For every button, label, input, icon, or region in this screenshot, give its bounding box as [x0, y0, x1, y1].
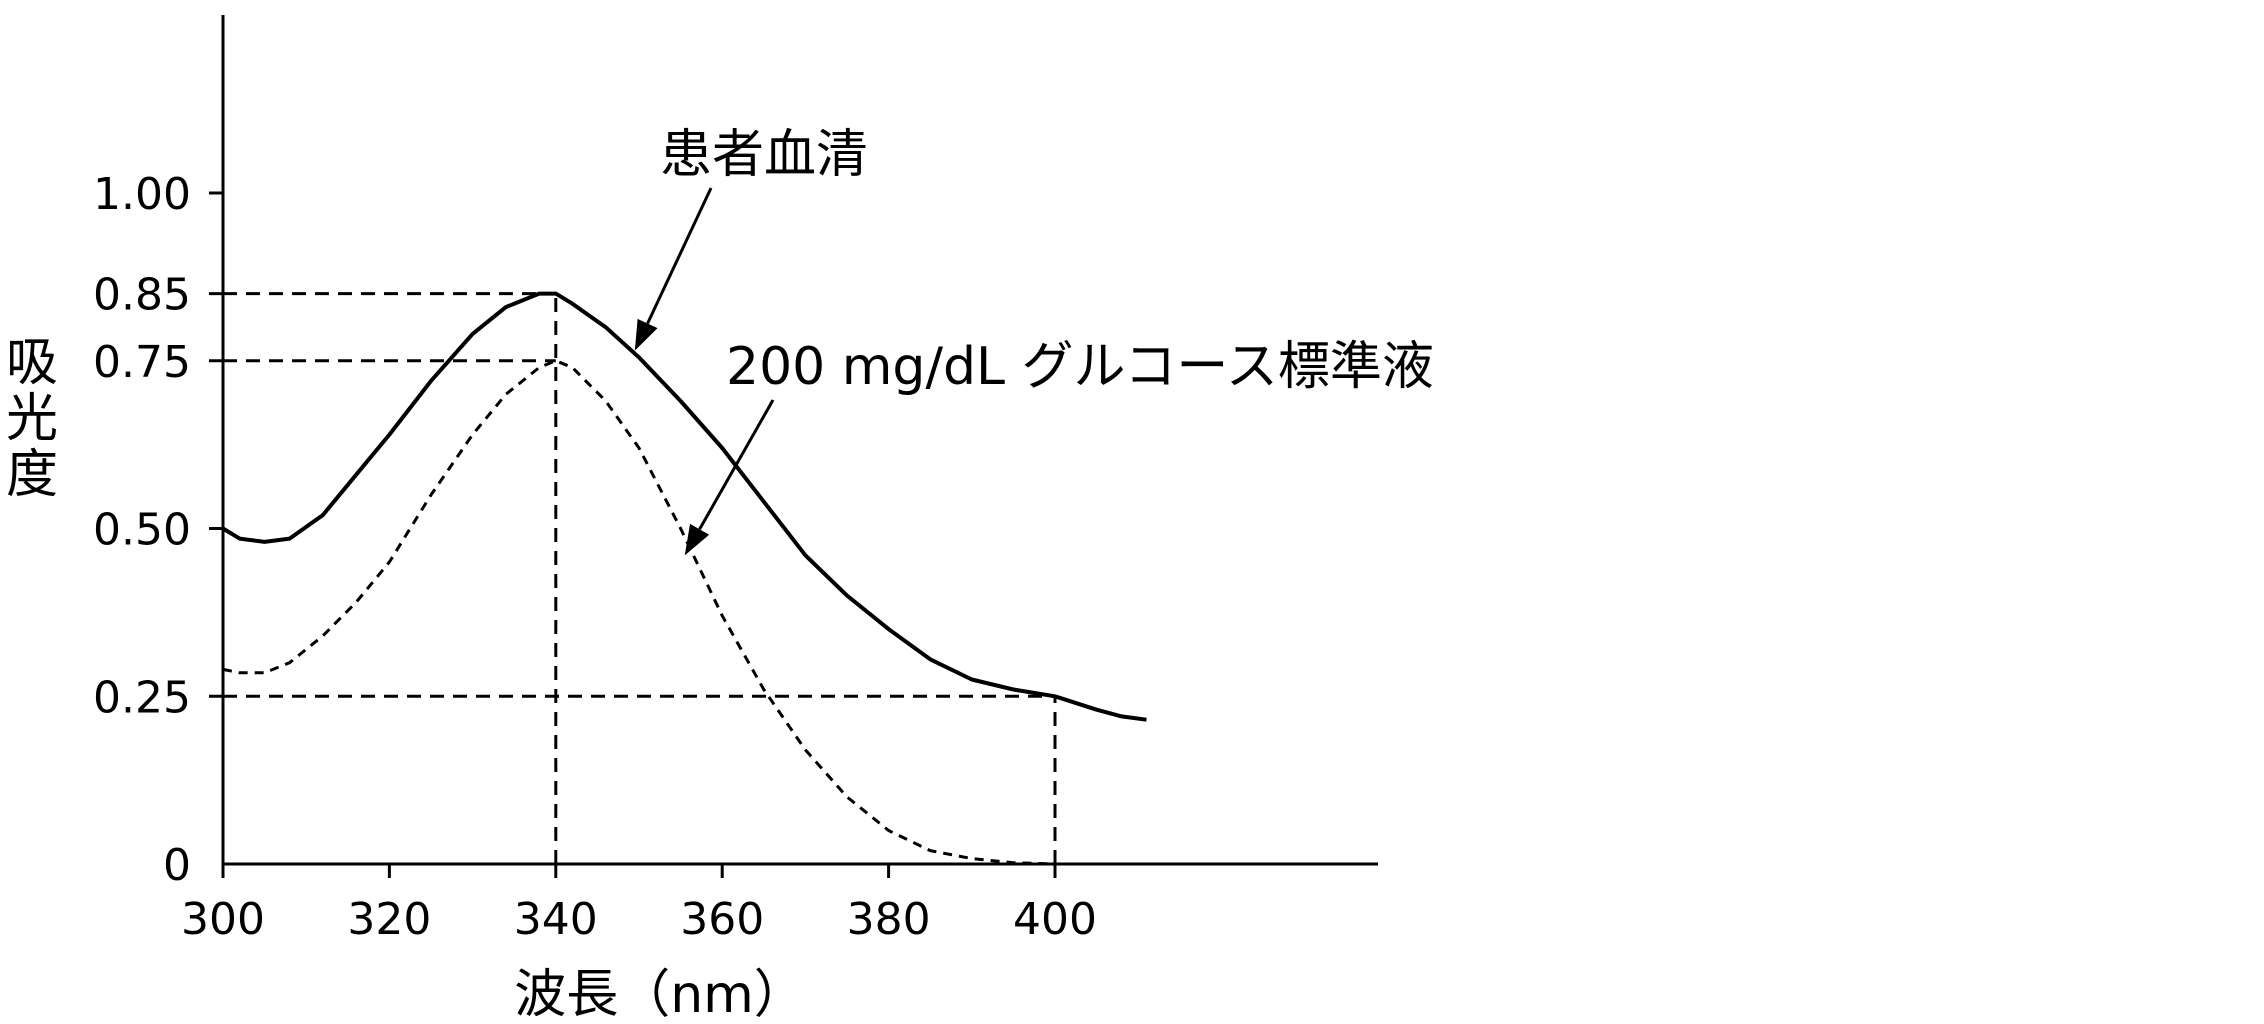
series-label-0: 患者血清 — [660, 125, 868, 185]
x-tick-label: 360 — [680, 894, 764, 945]
arrow-head-icon — [634, 318, 658, 351]
series-lines — [221, 291, 1147, 866]
arrow-head-icon — [684, 523, 710, 556]
reference-lines — [223, 292, 1057, 864]
y-tick-label: 0 — [163, 840, 191, 891]
annotations: 患者血清 200 mg/dL グルコース標準液 — [634, 125, 1434, 556]
x-tick-label: 400 — [1013, 894, 1097, 945]
y-tick-label: 0.25 — [93, 672, 191, 723]
axes — [209, 15, 1378, 878]
arrow-line — [646, 187, 713, 325]
y-tick-label: 1.00 — [93, 169, 191, 220]
series-line-1 — [222, 359, 1056, 866]
x-axis-label: 波長（nm） — [514, 965, 806, 1024]
x-tick-label: 380 — [847, 894, 931, 945]
y-axis-label: 吸光度 — [6, 333, 58, 505]
y-tick-label: 0.50 — [93, 505, 191, 556]
tick-labels: 300 320 340 360 380 400 0 0.25 0.50 0.75 0.85 1.00 — [93, 169, 1097, 945]
series-line-0 — [221, 291, 1147, 722]
x-tick-label: 300 — [181, 894, 265, 945]
x-tick-label: 340 — [514, 894, 598, 945]
x-tick-label: 320 — [347, 894, 431, 945]
y-tick-label: 0.85 — [93, 270, 191, 321]
y-tick-label: 0.75 — [93, 337, 191, 388]
arrow-line — [698, 399, 775, 530]
series-label-1: 200 mg/dL グルコース標準液 — [726, 337, 1434, 397]
